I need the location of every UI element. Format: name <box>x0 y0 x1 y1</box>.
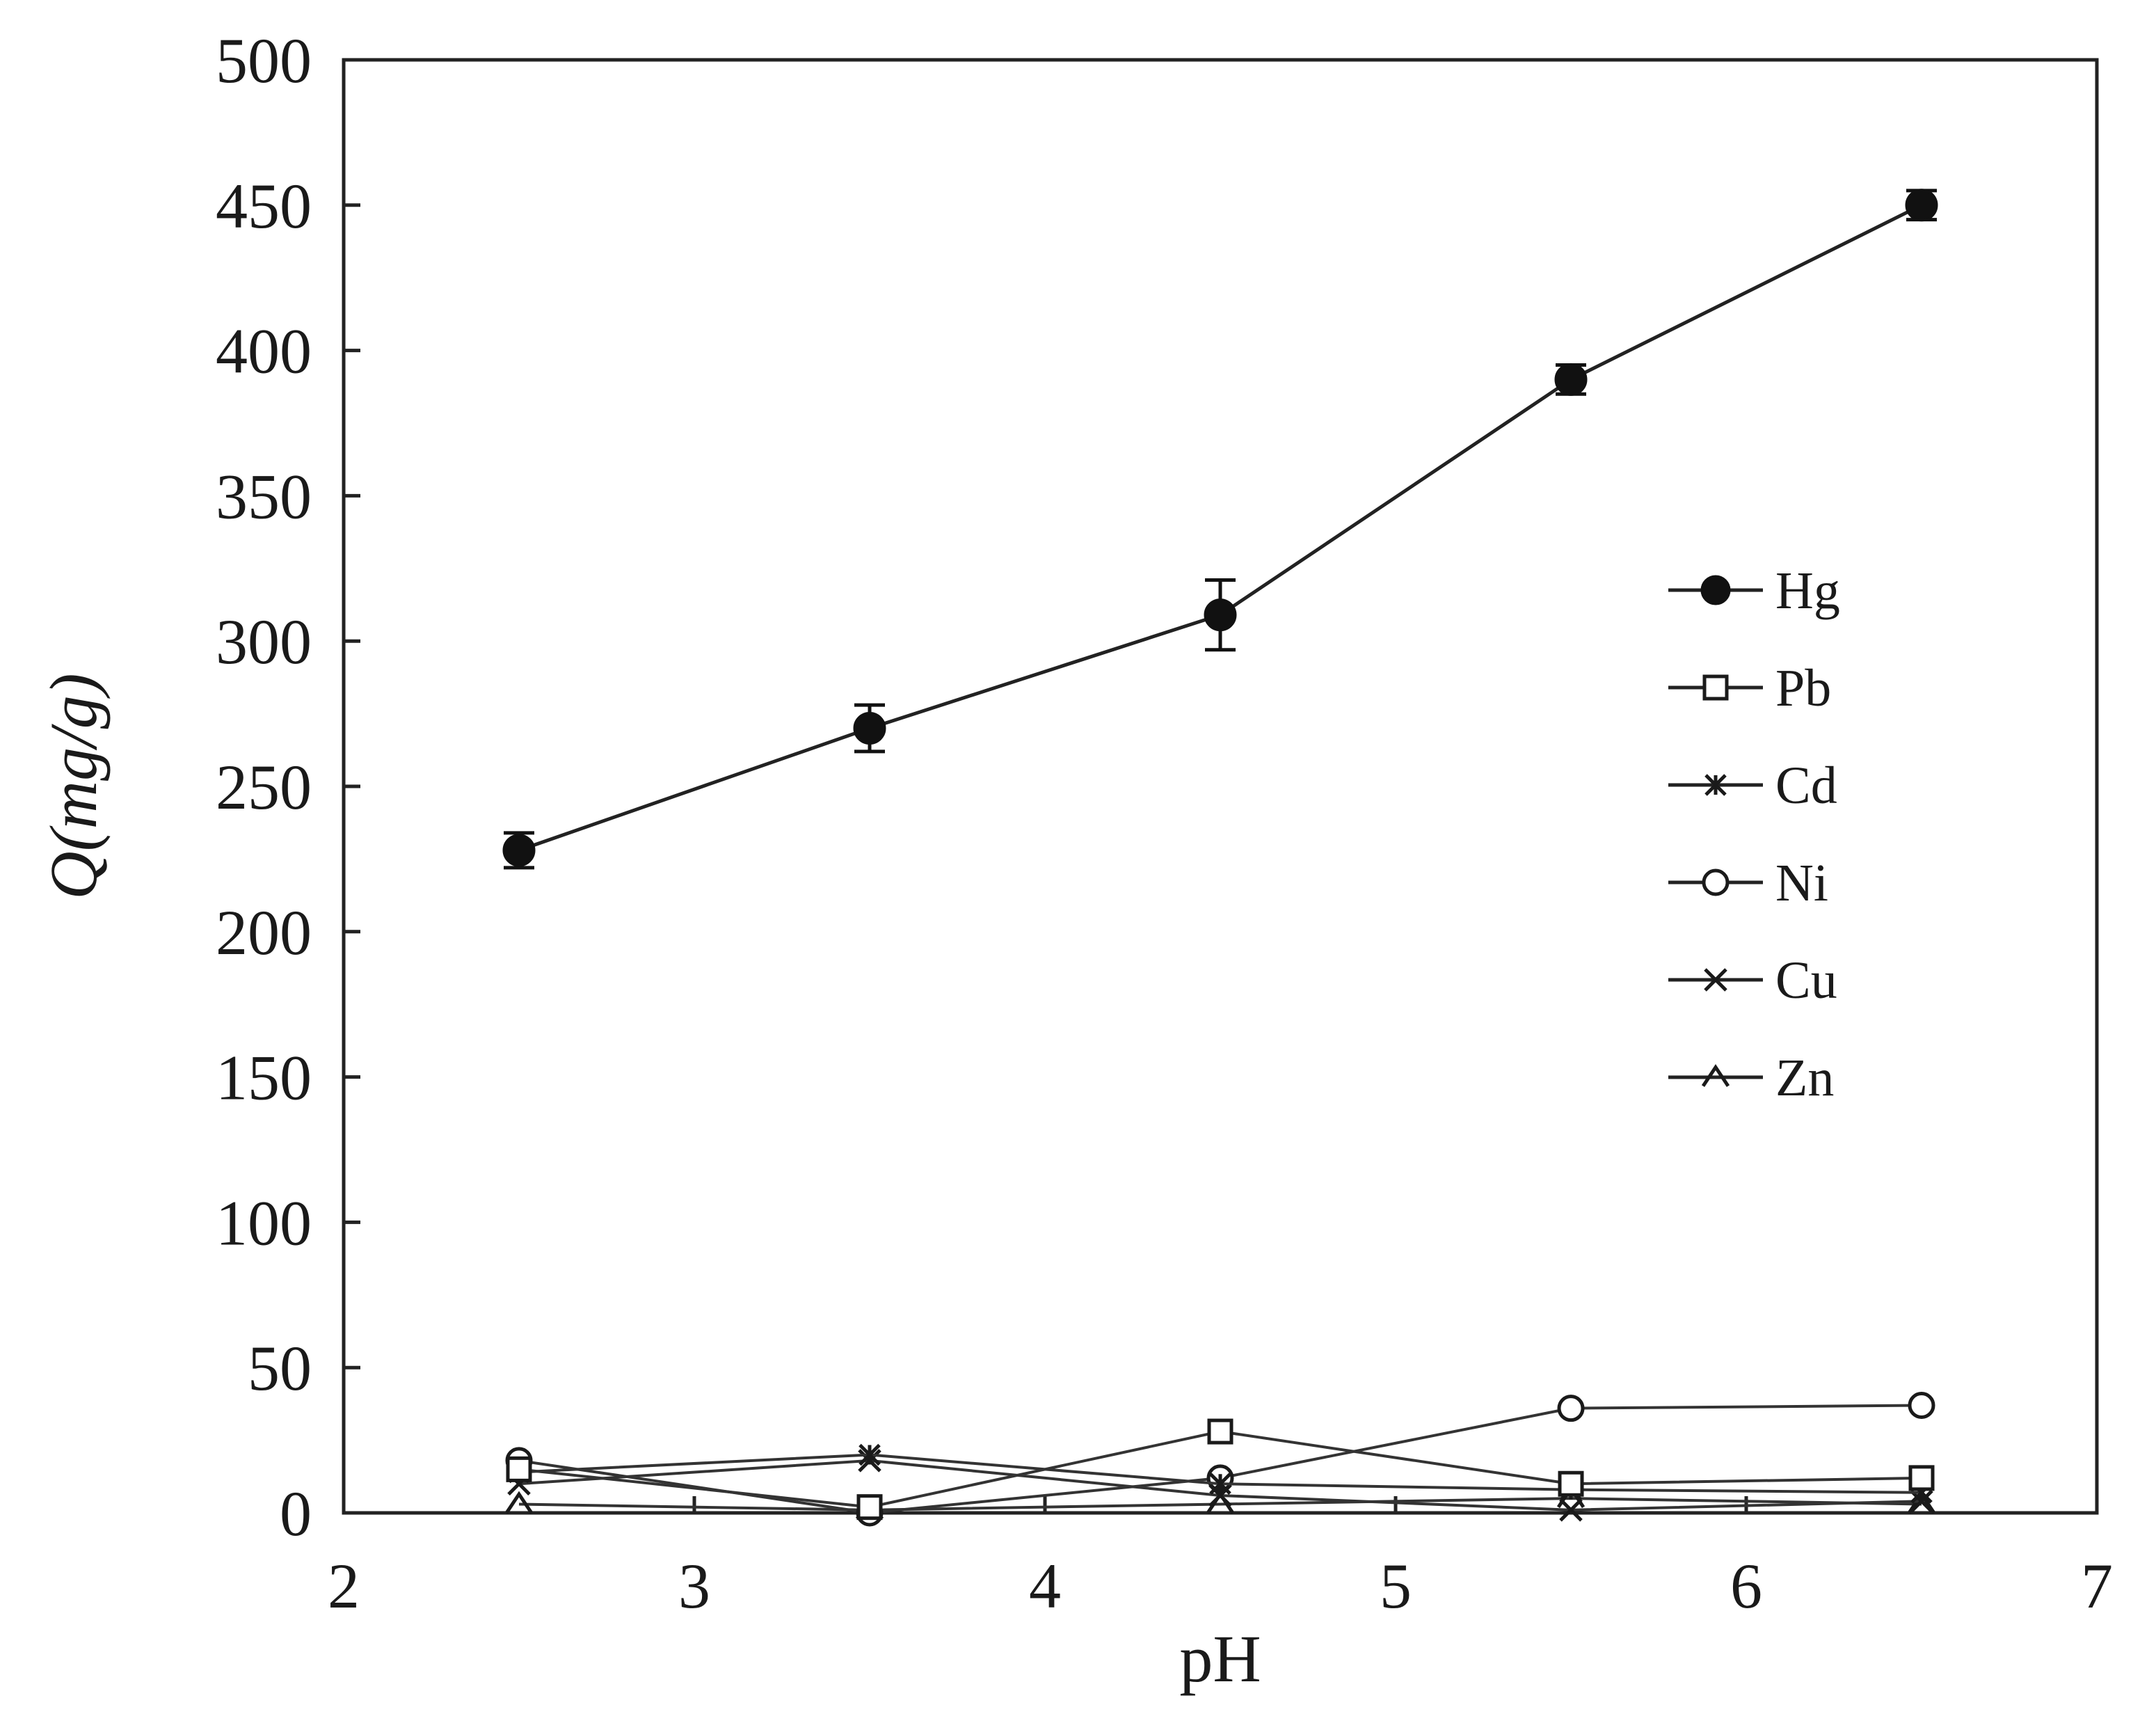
point-hg <box>502 834 536 867</box>
series-layer <box>502 189 1938 1527</box>
x-tick-label: 7 <box>2081 1550 2113 1621</box>
x-tick-label: 2 <box>328 1550 360 1621</box>
legend-item-pb: Pb <box>1668 659 1831 717</box>
point-pb <box>1207 1418 1233 1445</box>
series-hg <box>502 189 1938 870</box>
legend-marker-ni <box>1702 868 1730 896</box>
legend-marker-cd <box>1704 774 1727 796</box>
point-cd <box>859 1443 881 1466</box>
legend-label-hg: Hg <box>1775 562 1840 620</box>
y-axis: 0 50 100 150 200 250 300 350 400 450 500 <box>216 25 360 1549</box>
series-line-hg <box>518 203 1923 852</box>
point-pb <box>1558 1470 1584 1497</box>
legend-item-ni: Ni <box>1668 854 1828 912</box>
x-axis-title: pH <box>1179 1621 1261 1696</box>
legend-marker-cu <box>1704 968 1727 992</box>
y-tick-label: 300 <box>216 606 312 677</box>
y-tick-label: 400 <box>216 316 312 387</box>
series-pb <box>506 1418 1935 1521</box>
legend-label-zn: Zn <box>1775 1049 1834 1107</box>
y-tick-label: 200 <box>216 897 312 968</box>
point-hg <box>1554 363 1588 396</box>
y-tick-label: 450 <box>216 170 312 241</box>
point-pb <box>856 1494 883 1521</box>
point-ni <box>1908 1391 1935 1419</box>
point-hg <box>1905 189 1938 222</box>
y-tick-label: 500 <box>216 25 312 96</box>
x-axis: 2 3 4 5 6 7 <box>328 1496 2113 1621</box>
y-tick-label: 0 <box>280 1478 312 1549</box>
legend-label-cd: Cd <box>1775 756 1837 815</box>
legend-item-cd: Cd <box>1668 756 1837 815</box>
point-pb <box>506 1456 532 1482</box>
y-tick-label: 150 <box>216 1042 312 1113</box>
point-hg <box>853 711 886 745</box>
legend-marker-hg <box>1700 575 1731 605</box>
y-tick-label: 250 <box>216 752 312 823</box>
legend-item-zn: Zn <box>1668 1049 1834 1107</box>
legend-label-ni: Ni <box>1775 854 1828 912</box>
y-axis-title: Q(mg/g) <box>36 673 111 899</box>
y-tick-label: 100 <box>216 1187 312 1258</box>
legend-marker-zn <box>1701 1064 1730 1087</box>
x-tick-label: 5 <box>1380 1550 1412 1621</box>
y-tick-label: 350 <box>216 461 312 532</box>
legend-label-cu: Cu <box>1775 951 1837 1010</box>
y-tick-label: 50 <box>248 1333 312 1404</box>
x-tick-label: 4 <box>1029 1550 1061 1621</box>
point-ni <box>1557 1395 1585 1422</box>
legend: Hg Pb Cd Ni Cu Zn <box>1668 562 1840 1107</box>
x-tick-label: 6 <box>1730 1550 1762 1621</box>
point-cd <box>1209 1473 1231 1495</box>
legend-item-hg: Hg <box>1668 562 1840 620</box>
point-zn <box>504 1491 534 1514</box>
legend-label-pb: Pb <box>1775 659 1831 717</box>
point-hg <box>1204 598 1237 632</box>
series-line-zn <box>518 1497 1922 1511</box>
point-pb <box>1908 1465 1935 1491</box>
legend-item-cu: Cu <box>1668 951 1837 1010</box>
x-tick-label: 3 <box>678 1550 710 1621</box>
legend-marker-pb <box>1702 674 1729 701</box>
point-cu <box>1559 1498 1583 1522</box>
